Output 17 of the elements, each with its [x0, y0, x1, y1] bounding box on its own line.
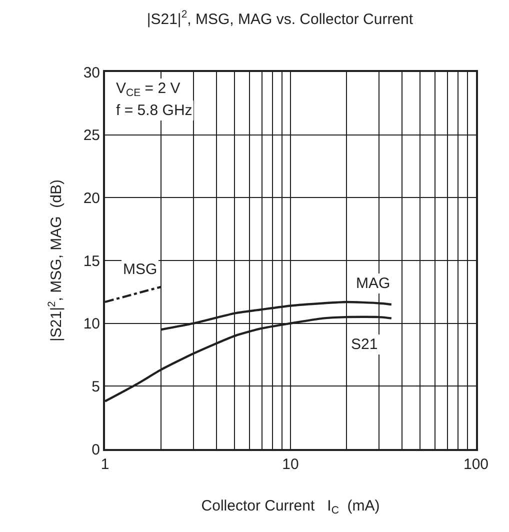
y-tick-label: 20 — [83, 190, 100, 207]
y-tick-label: 30 — [83, 64, 100, 82]
x-tick-label: 100 — [463, 456, 489, 473]
series-label: MSG — [123, 261, 158, 278]
annotation: f = 5.8 GHz — [116, 102, 192, 119]
x-axis-title: Collector Current I$_{C}$ (mA) — [201, 498, 380, 517]
series-label: MAG — [356, 275, 390, 292]
y-tick-label: 5 — [92, 378, 100, 396]
annotation: V$_{CE}$ = 2 V — [116, 80, 180, 100]
y-tick-label: 25 — [83, 127, 100, 144]
series-label: S21 — [351, 336, 378, 353]
y-tick-label: 10 — [83, 316, 100, 333]
y-tick-label: 0 — [92, 441, 100, 458]
chart-title: |S21|$^{2}$, MSG, MAG vs. Collector Current — [146, 8, 414, 28]
y-tick-label: 15 — [83, 252, 100, 270]
x-tick-label: 10 — [282, 456, 299, 473]
x-tick-label: 1 — [100, 456, 110, 473]
